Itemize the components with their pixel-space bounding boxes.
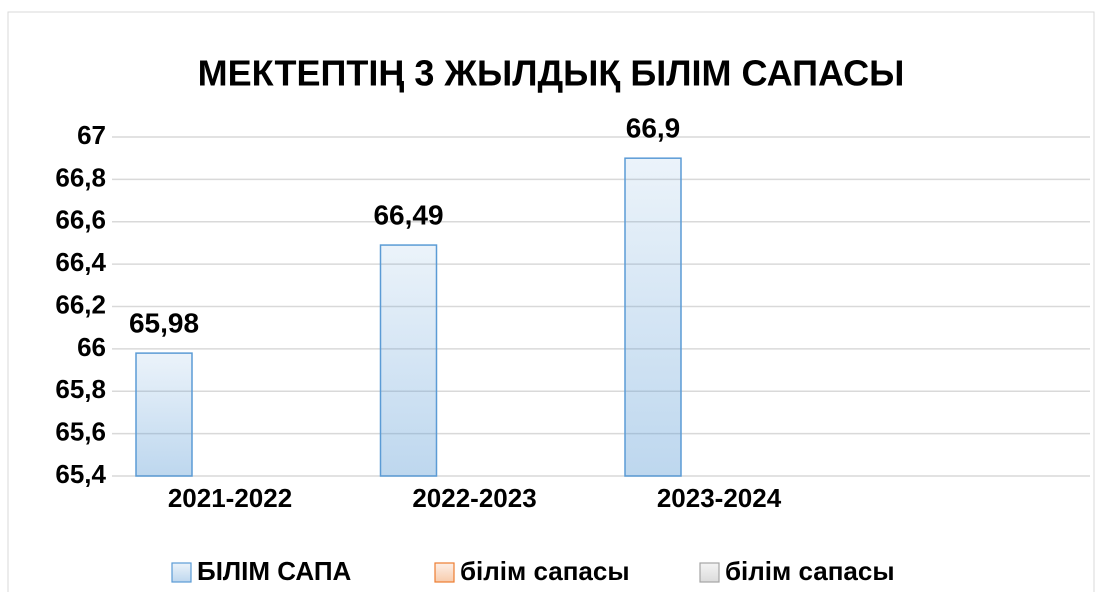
y-tick-label: 65,6 [55, 417, 106, 447]
bar [624, 157, 682, 477]
x-tick-label: 2023-2024 [657, 483, 782, 513]
legend-swatch [171, 562, 192, 583]
y-tick-label: 66,2 [55, 289, 106, 319]
y-tick-label: 67 [77, 120, 106, 150]
chart-title: МЕКТЕПТІҢ 3 ЖЫЛДЫҚ БІЛІМ САПАСЫ [198, 53, 905, 94]
chart-border [7, 11, 1095, 592]
y-tick-label: 66,6 [55, 205, 106, 235]
data-label: 65,98 [129, 308, 199, 339]
bar [135, 352, 193, 477]
y-tick-label: 65,8 [55, 374, 106, 404]
y-tick-label: 66,4 [55, 247, 106, 277]
data-label: 66,9 [626, 113, 681, 144]
legend-label: БІЛІМ САПА [197, 556, 352, 586]
x-tick-label: 2022-2023 [412, 483, 536, 513]
legend-swatch [434, 562, 455, 583]
x-tick-label: 2021-2022 [168, 483, 292, 513]
y-tick-label: 66 [77, 332, 106, 362]
y-tick-label: 66,8 [55, 162, 106, 192]
legend-label: білім сапасы [725, 556, 895, 586]
y-tick-label: 65,4 [55, 459, 106, 489]
legend-swatch [699, 562, 720, 583]
bar [379, 244, 438, 477]
legend-label: білім сапасы [460, 556, 630, 586]
data-label: 66,49 [373, 199, 443, 230]
